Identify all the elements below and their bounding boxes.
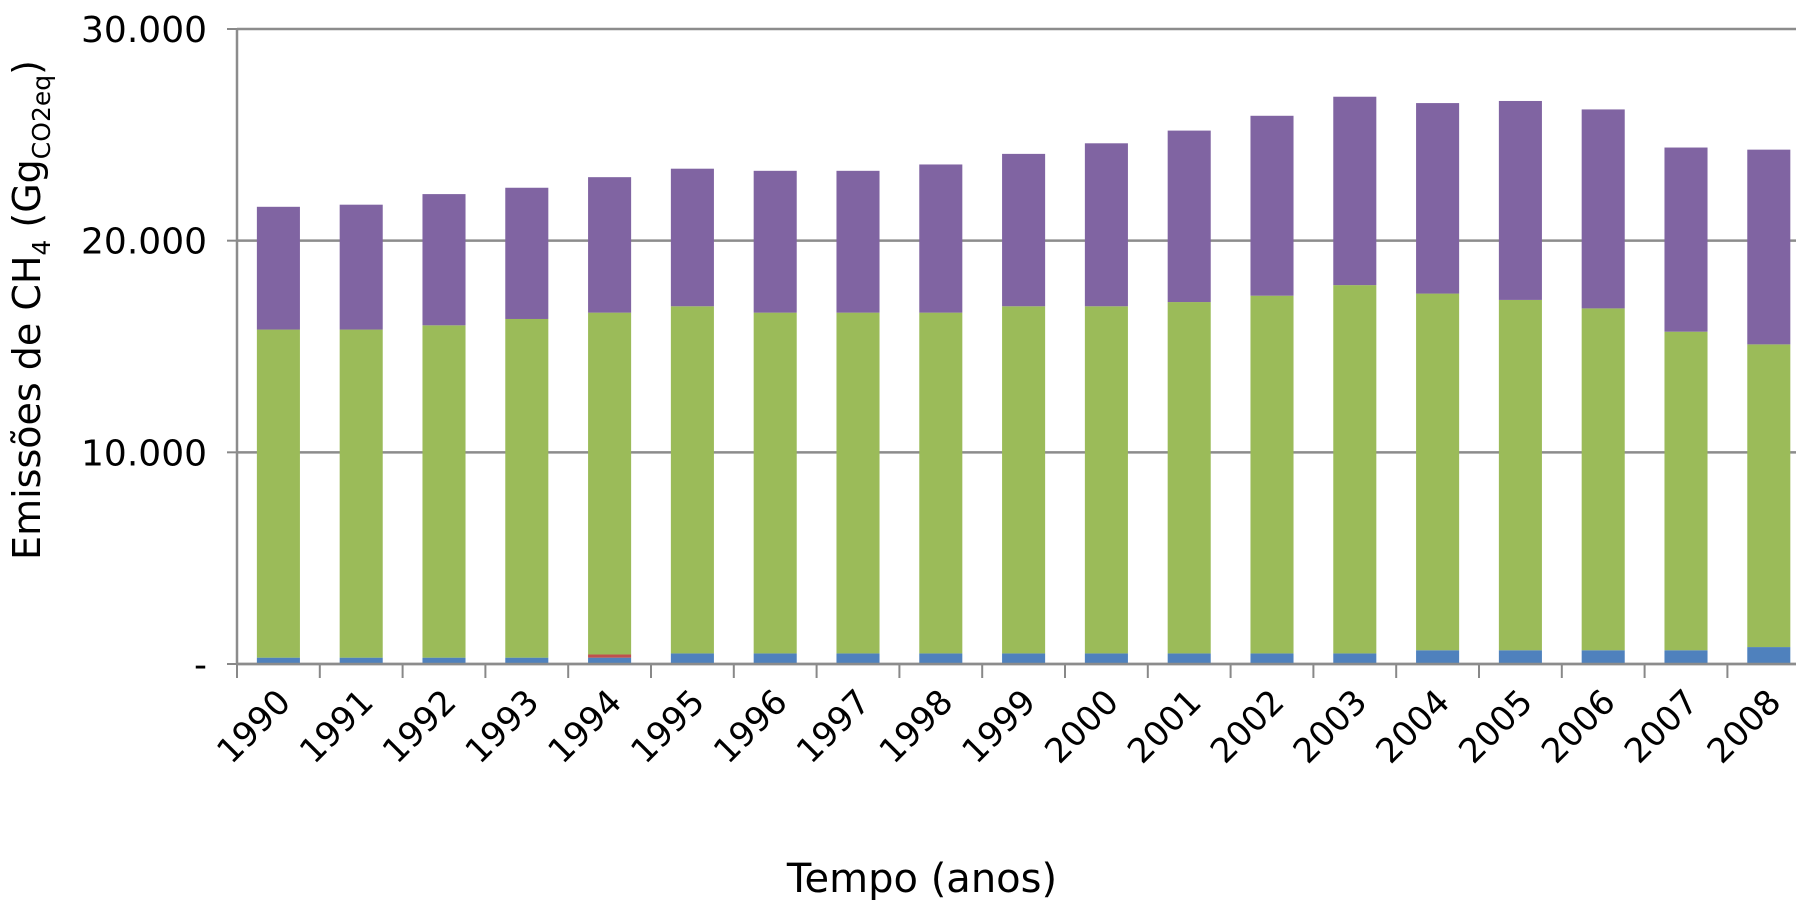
bar-segment: [1498, 100, 1542, 300]
bar-segment: [1581, 650, 1625, 664]
bar-segment: [919, 312, 963, 654]
y-label-sub: 4: [27, 240, 56, 256]
bar-segment: [256, 329, 300, 658]
bar-segment: [339, 657, 383, 664]
bar-segment: [836, 170, 880, 313]
x-tick-label: 1992: [375, 682, 464, 771]
bar-segment: [1498, 299, 1542, 651]
bar-segment: [1084, 653, 1128, 664]
bar-segment: [422, 325, 466, 658]
bar-segment: [670, 306, 714, 654]
x-tick-label: 2000: [1037, 682, 1126, 771]
bar-segment: [1581, 308, 1625, 651]
y-label-sub: CO2eq: [27, 75, 56, 159]
bar-segment: [919, 164, 963, 313]
x-tick-label: 1991: [292, 682, 381, 771]
bar-segment: [1498, 650, 1542, 664]
bar-segment: [256, 657, 300, 664]
x-tick-label: 2002: [1203, 682, 1292, 771]
x-tick-label: 2004: [1368, 682, 1457, 771]
bar-segment: [1664, 147, 1708, 332]
x-tick-label: 2006: [1534, 682, 1623, 771]
bar-segment: [1333, 285, 1377, 654]
bar-segment: [1416, 650, 1460, 664]
bar-segment: [1747, 149, 1791, 345]
bar-segment: [1250, 115, 1294, 296]
x-tick-label: 1998: [872, 682, 961, 771]
bar-segment: [1581, 109, 1625, 309]
bar-segment: [1250, 653, 1294, 664]
bar-segment: [1416, 103, 1460, 294]
bar-segment: [256, 206, 300, 330]
bar-segment: [919, 653, 963, 664]
bar-segment: [1416, 293, 1460, 651]
x-tick-label: 1995: [623, 682, 712, 771]
bar-segment: [1747, 647, 1791, 664]
bar-segment: [1167, 302, 1211, 654]
y-tick-label: 30.000: [81, 10, 207, 51]
x-tick-label: 1999: [954, 682, 1043, 771]
bar-segment: [1250, 295, 1294, 654]
bar-segment: [588, 657, 632, 664]
bar-segment: [422, 657, 466, 664]
bar-segment: [588, 312, 632, 655]
x-tick-label: 1990: [209, 682, 298, 771]
y-label-part: ): [5, 60, 49, 75]
x-axis-label: Tempo (anos): [786, 856, 1057, 900]
y-axis-label: Emissões de CH4 (GgCO2eq): [5, 60, 56, 560]
bar-segment: [1664, 331, 1708, 651]
bar-segment: [339, 329, 383, 658]
bar-segment: [1002, 653, 1046, 664]
x-tick-label: 1993: [458, 682, 547, 771]
bar-segment: [505, 187, 549, 319]
y-tick-label: -: [194, 645, 207, 686]
y-tick-label: 20.000: [81, 222, 207, 263]
x-tick-label: 1997: [789, 682, 878, 771]
bar-segment: [1664, 650, 1708, 664]
bar-segment: [422, 194, 466, 326]
y-label-part: (Gg: [5, 159, 49, 239]
bar-segment: [1002, 306, 1046, 654]
bar-segment: [339, 204, 383, 330]
x-tick-label: 2003: [1286, 682, 1375, 771]
bar-segment: [670, 653, 714, 664]
x-tick-label: 1994: [540, 682, 629, 771]
bar-segment: [670, 168, 714, 307]
bar-segment: [588, 177, 632, 313]
x-tick-label: 2005: [1451, 682, 1540, 771]
bar-segment: [836, 312, 880, 654]
bar-segment: [1333, 96, 1377, 286]
bar-segment: [505, 657, 549, 664]
bar-segment: [753, 312, 797, 654]
bar-segment: [836, 653, 880, 664]
bar-segment: [1167, 653, 1211, 664]
x-tick-label: 2001: [1120, 682, 1209, 771]
bar-segment: [1084, 143, 1128, 307]
y-label-part: Emissões de CH: [5, 256, 49, 560]
bar-segment: [505, 318, 549, 658]
bar-segment: [1084, 306, 1128, 654]
bar-segment: [1002, 153, 1046, 307]
bar-segment: [1333, 653, 1377, 664]
bar-segment: [753, 170, 797, 313]
bar-segment: [1167, 130, 1211, 303]
bar-segment: [753, 653, 797, 664]
bar-segment: [1747, 344, 1791, 648]
y-tick-label: 10.000: [81, 433, 207, 474]
bar-segment: [588, 654, 632, 658]
x-tick-label: 1996: [706, 682, 795, 771]
x-tick-label: 2008: [1700, 682, 1789, 771]
x-tick-label: 2007: [1617, 682, 1706, 771]
